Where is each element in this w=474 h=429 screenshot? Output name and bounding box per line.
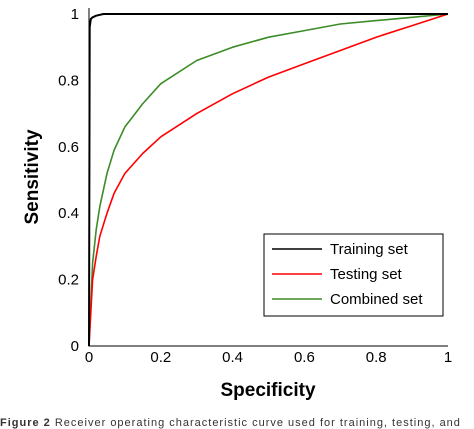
legend-label-1: Testing set — [330, 266, 403, 283]
legend-label-2: Combined set — [330, 291, 423, 308]
x-tick-label: 0.2 — [150, 349, 171, 366]
y-tick-label: 0.6 — [58, 139, 79, 156]
y-tick-label: 1 — [71, 6, 79, 23]
y-axis-title: Sensitivity — [22, 129, 43, 224]
figure-caption-text: Receiver operating characteristic curve … — [54, 417, 461, 429]
legend: Training set Testing set Combined set — [263, 233, 444, 317]
y-tick-label: 0.8 — [58, 72, 79, 89]
legend-label-0: Training set — [330, 241, 409, 258]
x-tick-label: 1 — [444, 349, 452, 366]
x-tick-label: 0.8 — [366, 349, 387, 366]
legend-box — [263, 233, 444, 317]
figure-caption: Figure 2 Receiver operating characterist… — [0, 417, 461, 429]
y-tick-label: 0 — [71, 338, 79, 355]
series-line-2 — [88, 13, 449, 347]
plot-frame — [88, 8, 448, 347]
x-tick-label: 0 — [85, 349, 93, 366]
series-line-1 — [88, 13, 449, 347]
series-layer — [88, 13, 449, 347]
x-axis-title: Specificity — [220, 380, 315, 401]
x-tick-label: 0.4 — [222, 349, 243, 366]
y-tick-label: 0.2 — [58, 272, 79, 289]
y-tick-label: 0.4 — [58, 205, 79, 222]
x-tick-label: 0.6 — [294, 349, 315, 366]
tick-labels: 0 0.2 0.4 0.6 0.8 1 0 0.2 0.4 0.6 0.8 1 — [58, 6, 452, 366]
figure-caption-label: Figure 2 — [0, 417, 51, 429]
series-line-0 — [88, 13, 448, 347]
roc-chart: 0 0.2 0.4 0.6 0.8 1 0 0.2 0.4 0.6 0.8 1 Specificity… — [22, 6, 452, 401]
